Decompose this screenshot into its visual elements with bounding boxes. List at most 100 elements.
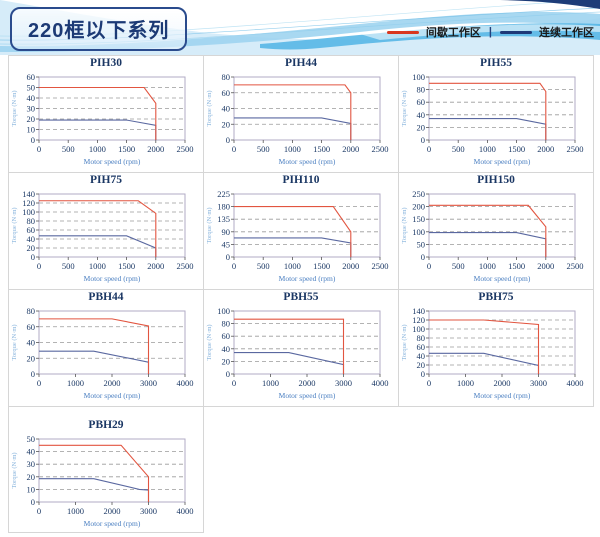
y-tick-label: 20 xyxy=(222,356,231,366)
y-tick-label: 40 xyxy=(417,351,426,361)
chart-cell-PBH75: PBH75 0 1000 2000 3000 4000 0 20 40 60 80 100 120 140… xyxy=(398,289,594,407)
x-axis-title: Motor speed (rpm) xyxy=(279,157,336,166)
y-axis-title: Torque (N·m) xyxy=(11,324,18,360)
x-tick-label: 2000 xyxy=(537,144,554,154)
chart-title: PBH75 xyxy=(478,291,514,303)
y-tick-label: 120 xyxy=(412,315,425,325)
intermittent-work-zone-line xyxy=(39,86,157,140)
x-tick-label: 500 xyxy=(62,261,75,271)
y-tick-label: 60 xyxy=(222,331,231,341)
chart-plot: 0 1000 2000 3000 4000 0 20 40 60 80 Torque (N·m) Mo… xyxy=(11,306,194,400)
chart-cell-PBH44: PBH44 0 1000 2000 3000 4000 0 20 40 60 80 Torque (N… xyxy=(8,289,204,407)
y-tick-label: 140 xyxy=(22,189,35,199)
y-tick-label: 40 xyxy=(27,234,36,244)
chart-cell-PIH55: PIH55 0 500 1000 1500 2000 2500 0 20 40 60 80 100 Tor… xyxy=(398,55,594,173)
y-tick-label: 60 xyxy=(27,225,36,235)
chart-plot: 0 500 1000 1500 2000 2500 0 20 40 60 80 100 Torque (… xyxy=(401,72,584,166)
x-tick-label: 2500 xyxy=(567,261,584,271)
x-tick-label: 2500 xyxy=(372,261,389,271)
x-axis-title: Motor speed (rpm) xyxy=(474,274,531,283)
x-tick-label: 2500 xyxy=(372,144,389,154)
y-axis-title: Torque (N·m) xyxy=(401,324,408,360)
x-tick-label: 2000 xyxy=(342,261,359,271)
x-tick-label: 1000 xyxy=(89,261,106,271)
x-tick-label: 4000 xyxy=(177,378,194,388)
y-tick-label: 0 xyxy=(226,369,230,379)
y-tick-label: 0 xyxy=(31,135,35,145)
x-tick-label: 2000 xyxy=(299,378,316,388)
y-tick-label: 0 xyxy=(226,252,230,262)
y-tick-label: 90 xyxy=(222,227,231,237)
x-tick-label: 0 xyxy=(37,506,41,516)
x-tick-label: 2500 xyxy=(177,261,194,271)
x-tick-label: 2000 xyxy=(494,378,511,388)
x-tick-label: 2000 xyxy=(342,144,359,154)
x-tick-label: 1500 xyxy=(313,261,330,271)
x-tick-label: 1000 xyxy=(284,144,301,154)
x-tick-label: 2000 xyxy=(147,144,164,154)
chart-title: PIH110 xyxy=(282,174,320,186)
x-tick-label: 0 xyxy=(427,144,431,154)
continuous-line-swatch xyxy=(500,30,532,34)
y-tick-label: 20 xyxy=(27,243,36,253)
x-axis-title: Motor speed (rpm) xyxy=(84,519,141,528)
x-tick-label: 500 xyxy=(62,144,75,154)
y-tick-label: 20 xyxy=(27,353,36,363)
x-tick-label: 4000 xyxy=(567,378,584,388)
x-tick-label: 0 xyxy=(37,144,41,154)
y-tick-label: 0 xyxy=(421,252,425,262)
y-tick-label: 40 xyxy=(27,338,36,348)
intermittent-work-zone-line xyxy=(39,318,150,374)
x-tick-label: 1000 xyxy=(89,144,106,154)
x-tick-label: 1000 xyxy=(284,261,301,271)
x-tick-label: 3000 xyxy=(140,378,157,388)
y-tick-label: 20 xyxy=(27,114,36,124)
y-tick-label: 40 xyxy=(27,447,36,457)
y-tick-label: 200 xyxy=(412,202,425,212)
y-tick-label: 80 xyxy=(27,216,36,226)
x-tick-label: 4000 xyxy=(177,506,194,516)
x-tick-label: 1500 xyxy=(508,144,525,154)
intermittent-work-zone-line xyxy=(39,444,150,502)
y-tick-label: 60 xyxy=(417,97,426,107)
y-tick-label: 40 xyxy=(222,344,231,354)
y-tick-label: 20 xyxy=(417,360,426,370)
y-axis-title: Torque (N·m) xyxy=(11,207,18,243)
continuous-work-zone-line xyxy=(234,237,352,257)
x-axis-title: Motor speed (rpm) xyxy=(474,157,531,166)
series-title-box: 220框以下系列 xyxy=(10,7,188,51)
y-tick-label: 80 xyxy=(222,72,231,82)
y-tick-label: 30 xyxy=(27,459,36,469)
chart-plot: 0 500 1000 1500 2000 2500 0 45 90 135 180 225 Torque… xyxy=(206,189,389,283)
chart-cell-PIH150: PIH150 0 500 1000 1500 2000 2500 0 50 100 150 200 25… xyxy=(398,172,594,290)
chart-plot: 0 1000 2000 3000 4000 0 10 20 30 40 50 Torque (N·m)… xyxy=(11,434,194,528)
y-tick-label: 50 xyxy=(417,239,426,249)
chart-plot: 0 500 1000 1500 2000 2500 0 50 100 150 200 250 Torqu… xyxy=(401,189,584,283)
plot-border xyxy=(38,193,186,258)
chart-title: PBH55 xyxy=(283,291,319,303)
x-tick-label: 500 xyxy=(257,261,270,271)
chart-cell-PBH29: PBH29 0 1000 2000 3000 4000 0 10 20 30 40 50 Torque … xyxy=(8,406,204,533)
x-tick-label: 1500 xyxy=(118,261,135,271)
x-tick-label: 1000 xyxy=(479,144,496,154)
y-axis-title: Torque (N·m) xyxy=(206,207,213,243)
x-axis-title: Motor speed (rpm) xyxy=(84,157,141,166)
y-tick-label: 80 xyxy=(417,333,426,343)
y-tick-label: 40 xyxy=(27,93,36,103)
chart-plot: 0 500 1000 1500 2000 2500 0 20 40 60 80 Torque (N·m… xyxy=(206,72,389,166)
y-tick-label: 50 xyxy=(27,83,36,93)
x-axis-title: Motor speed (rpm) xyxy=(84,391,141,400)
x-axis-title: Motor speed (rpm) xyxy=(279,274,336,283)
y-tick-label: 0 xyxy=(421,135,425,145)
x-tick-label: 2000 xyxy=(104,506,121,516)
plot-border xyxy=(233,310,381,375)
y-tick-label: 10 xyxy=(27,484,36,494)
chart-title: PIH30 xyxy=(90,57,122,69)
y-tick-label: 0 xyxy=(421,369,425,379)
x-tick-label: 0 xyxy=(427,378,431,388)
continuous-work-zone-line xyxy=(234,352,345,374)
y-tick-label: 60 xyxy=(417,342,426,352)
intermittent-work-zone-line xyxy=(234,84,352,140)
